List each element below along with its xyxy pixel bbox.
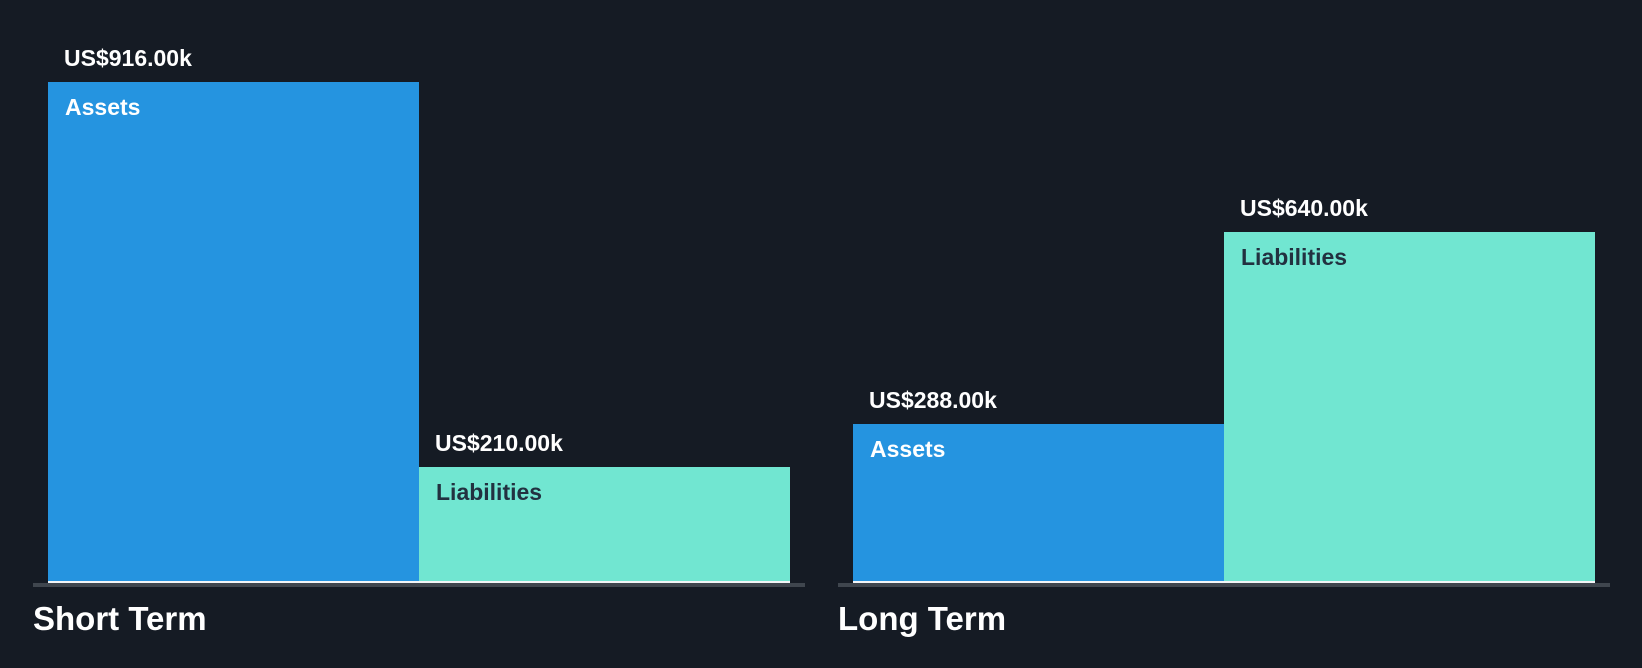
x-axis-line	[33, 583, 805, 587]
assets-bar-long-term[interactable]	[853, 424, 1224, 581]
chart-group-long-term: US$288.00k Assets US$640.00k Liabilities Lon…	[838, 0, 1610, 668]
bar-value-label: US$916.00k	[64, 45, 192, 71]
group-label-long-term: Long Term	[838, 600, 1007, 637]
liabilities-bar-short-term[interactable]	[419, 467, 790, 581]
bar-value-label: US$210.00k	[435, 430, 563, 456]
bar-category-label: Liabilities	[436, 479, 543, 505]
bar-category-label: Liabilities	[1241, 244, 1348, 270]
bar-category-label: Assets	[870, 436, 946, 462]
group-label-short-term: Short Term	[33, 600, 207, 637]
axis-baseline	[48, 581, 790, 583]
bar-value-label: US$288.00k	[869, 387, 997, 413]
bar-value-label: US$640.00k	[1240, 195, 1368, 221]
axis-baseline	[853, 581, 1595, 583]
liabilities-bar-long-term[interactable]	[1224, 232, 1595, 581]
chart-group-short-term: US$916.00k Assets US$210.00k Liabilities Sho…	[33, 0, 805, 668]
assets-bar-short-term[interactable]	[48, 82, 419, 581]
x-axis-line	[838, 583, 1610, 587]
bar-category-label: Assets	[65, 94, 141, 120]
